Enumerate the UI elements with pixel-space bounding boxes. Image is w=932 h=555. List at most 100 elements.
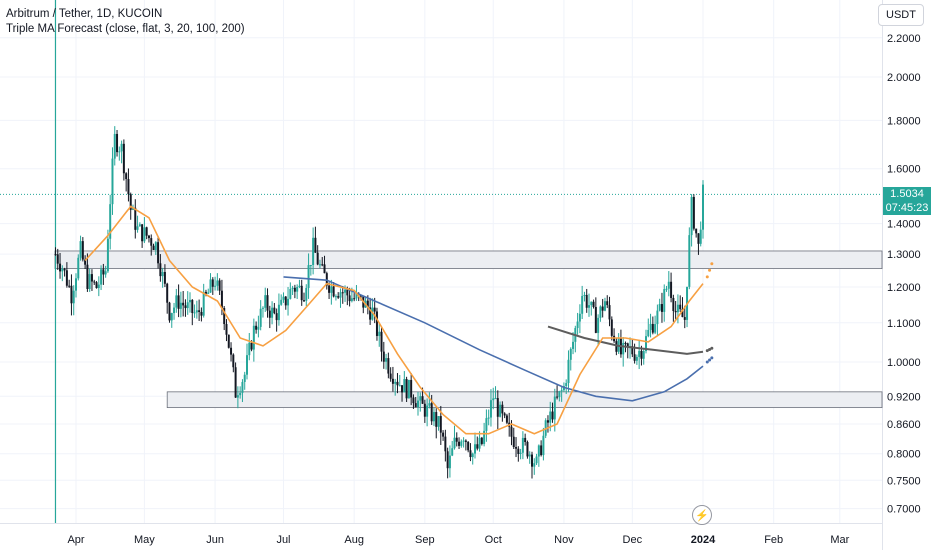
candle-body: [597, 317, 600, 333]
candle-body: [300, 285, 303, 301]
candle-body: [227, 334, 230, 348]
candle-body: [65, 270, 68, 286]
candle-body: [396, 381, 399, 386]
candle-body: [248, 342, 251, 356]
candle-body: [77, 257, 80, 279]
candle-body: [230, 347, 233, 355]
candle-body: [489, 400, 492, 418]
y-tick-label: 1.3000: [887, 249, 921, 261]
candle-body: [670, 281, 673, 298]
candle-body: [635, 356, 638, 361]
candle-body: [375, 311, 378, 336]
candle-body: [195, 310, 198, 313]
candle-body: [312, 237, 315, 265]
currency-button[interactable]: USDT: [878, 4, 924, 26]
candle-body: [75, 278, 77, 291]
candle-body: [86, 264, 89, 289]
candle-body: [282, 296, 285, 300]
candle-body: [448, 455, 451, 469]
candle-body: [337, 296, 340, 298]
candle-body: [141, 224, 144, 242]
candle-body: [683, 317, 686, 320]
candle-body: [330, 286, 333, 293]
symbol-title[interactable]: Arbitrum / Tether, 1D, KUCOIN: [6, 8, 163, 20]
y-tick-label: 1.4000: [887, 219, 921, 231]
ma-fast-line: [84, 205, 704, 435]
candle-body: [325, 273, 328, 286]
candle-body: [531, 454, 533, 467]
candle-body: [84, 259, 87, 265]
candle-body: [528, 454, 531, 457]
candle-body: [259, 308, 262, 327]
candle-body: [451, 448, 454, 456]
lightning-icon[interactable]: ⚡: [692, 505, 712, 525]
candle-body: [56, 254, 59, 264]
candle-body: [369, 307, 372, 320]
candle-body: [387, 358, 390, 374]
candle-body: [113, 133, 116, 159]
candle-body: [186, 302, 189, 309]
zone-rect-2: [166, 391, 883, 409]
candle-body: [546, 420, 549, 423]
ma-slow-line: [547, 325, 704, 355]
candle-body: [360, 295, 362, 297]
candle-body: [583, 294, 586, 296]
candle-body: [676, 304, 679, 313]
candle-body: [658, 304, 661, 311]
candle-body: [264, 295, 267, 308]
forecast-dot: [710, 262, 714, 266]
y-tick-label: 1.8000: [887, 115, 921, 127]
x-tick-label: Mar: [830, 534, 849, 546]
candle-body: [61, 268, 64, 272]
candle-body: [150, 238, 153, 246]
candle-body: [332, 286, 335, 297]
candle-body: [232, 354, 235, 368]
candle-body: [663, 289, 666, 312]
candle-body: [460, 441, 463, 446]
candle-body: [385, 358, 388, 362]
candle-body: [168, 302, 171, 321]
candle-body: [234, 367, 237, 398]
candle-body: [695, 228, 698, 234]
candle-body: [81, 241, 84, 260]
candle-body: [184, 305, 187, 309]
y-tick-label: 0.8000: [887, 449, 921, 461]
candle-body: [136, 226, 139, 230]
candle-body: [79, 241, 82, 258]
candle-body: [355, 293, 358, 299]
candle-body: [423, 403, 426, 417]
candle-body: [649, 323, 652, 330]
candle-body: [220, 290, 223, 309]
candle-body: [125, 173, 128, 180]
candle-body: [328, 285, 331, 293]
candle-body: [521, 437, 524, 453]
indicator-label[interactable]: Triple MA Forecast (close, flat, 3, 20, …: [6, 23, 245, 35]
candle-body: [223, 308, 226, 325]
candle-body: [100, 269, 103, 285]
candle-body: [323, 264, 326, 274]
candle-body: [642, 351, 645, 359]
candle-body: [499, 404, 502, 417]
candle-body: [432, 412, 435, 422]
candle-body: [501, 404, 504, 414]
candle-body: [401, 385, 404, 393]
forecast-dot: [705, 275, 709, 279]
candle-body: [515, 447, 518, 449]
candle-body: [291, 287, 294, 289]
candle-body: [535, 456, 538, 464]
countdown-label: 07:45:23: [883, 201, 931, 216]
candle-body: [321, 264, 324, 266]
candle-body: [403, 379, 406, 393]
forecast-dot: [710, 356, 714, 360]
candle-body: [250, 342, 253, 350]
candle-body: [303, 300, 305, 302]
candle-body: [261, 307, 264, 309]
candle-body: [679, 304, 682, 310]
candle-body: [594, 306, 597, 333]
candle-body: [665, 288, 668, 290]
candle-body: [426, 405, 429, 417]
candle-body: [581, 295, 584, 314]
candle-body: [638, 350, 641, 357]
